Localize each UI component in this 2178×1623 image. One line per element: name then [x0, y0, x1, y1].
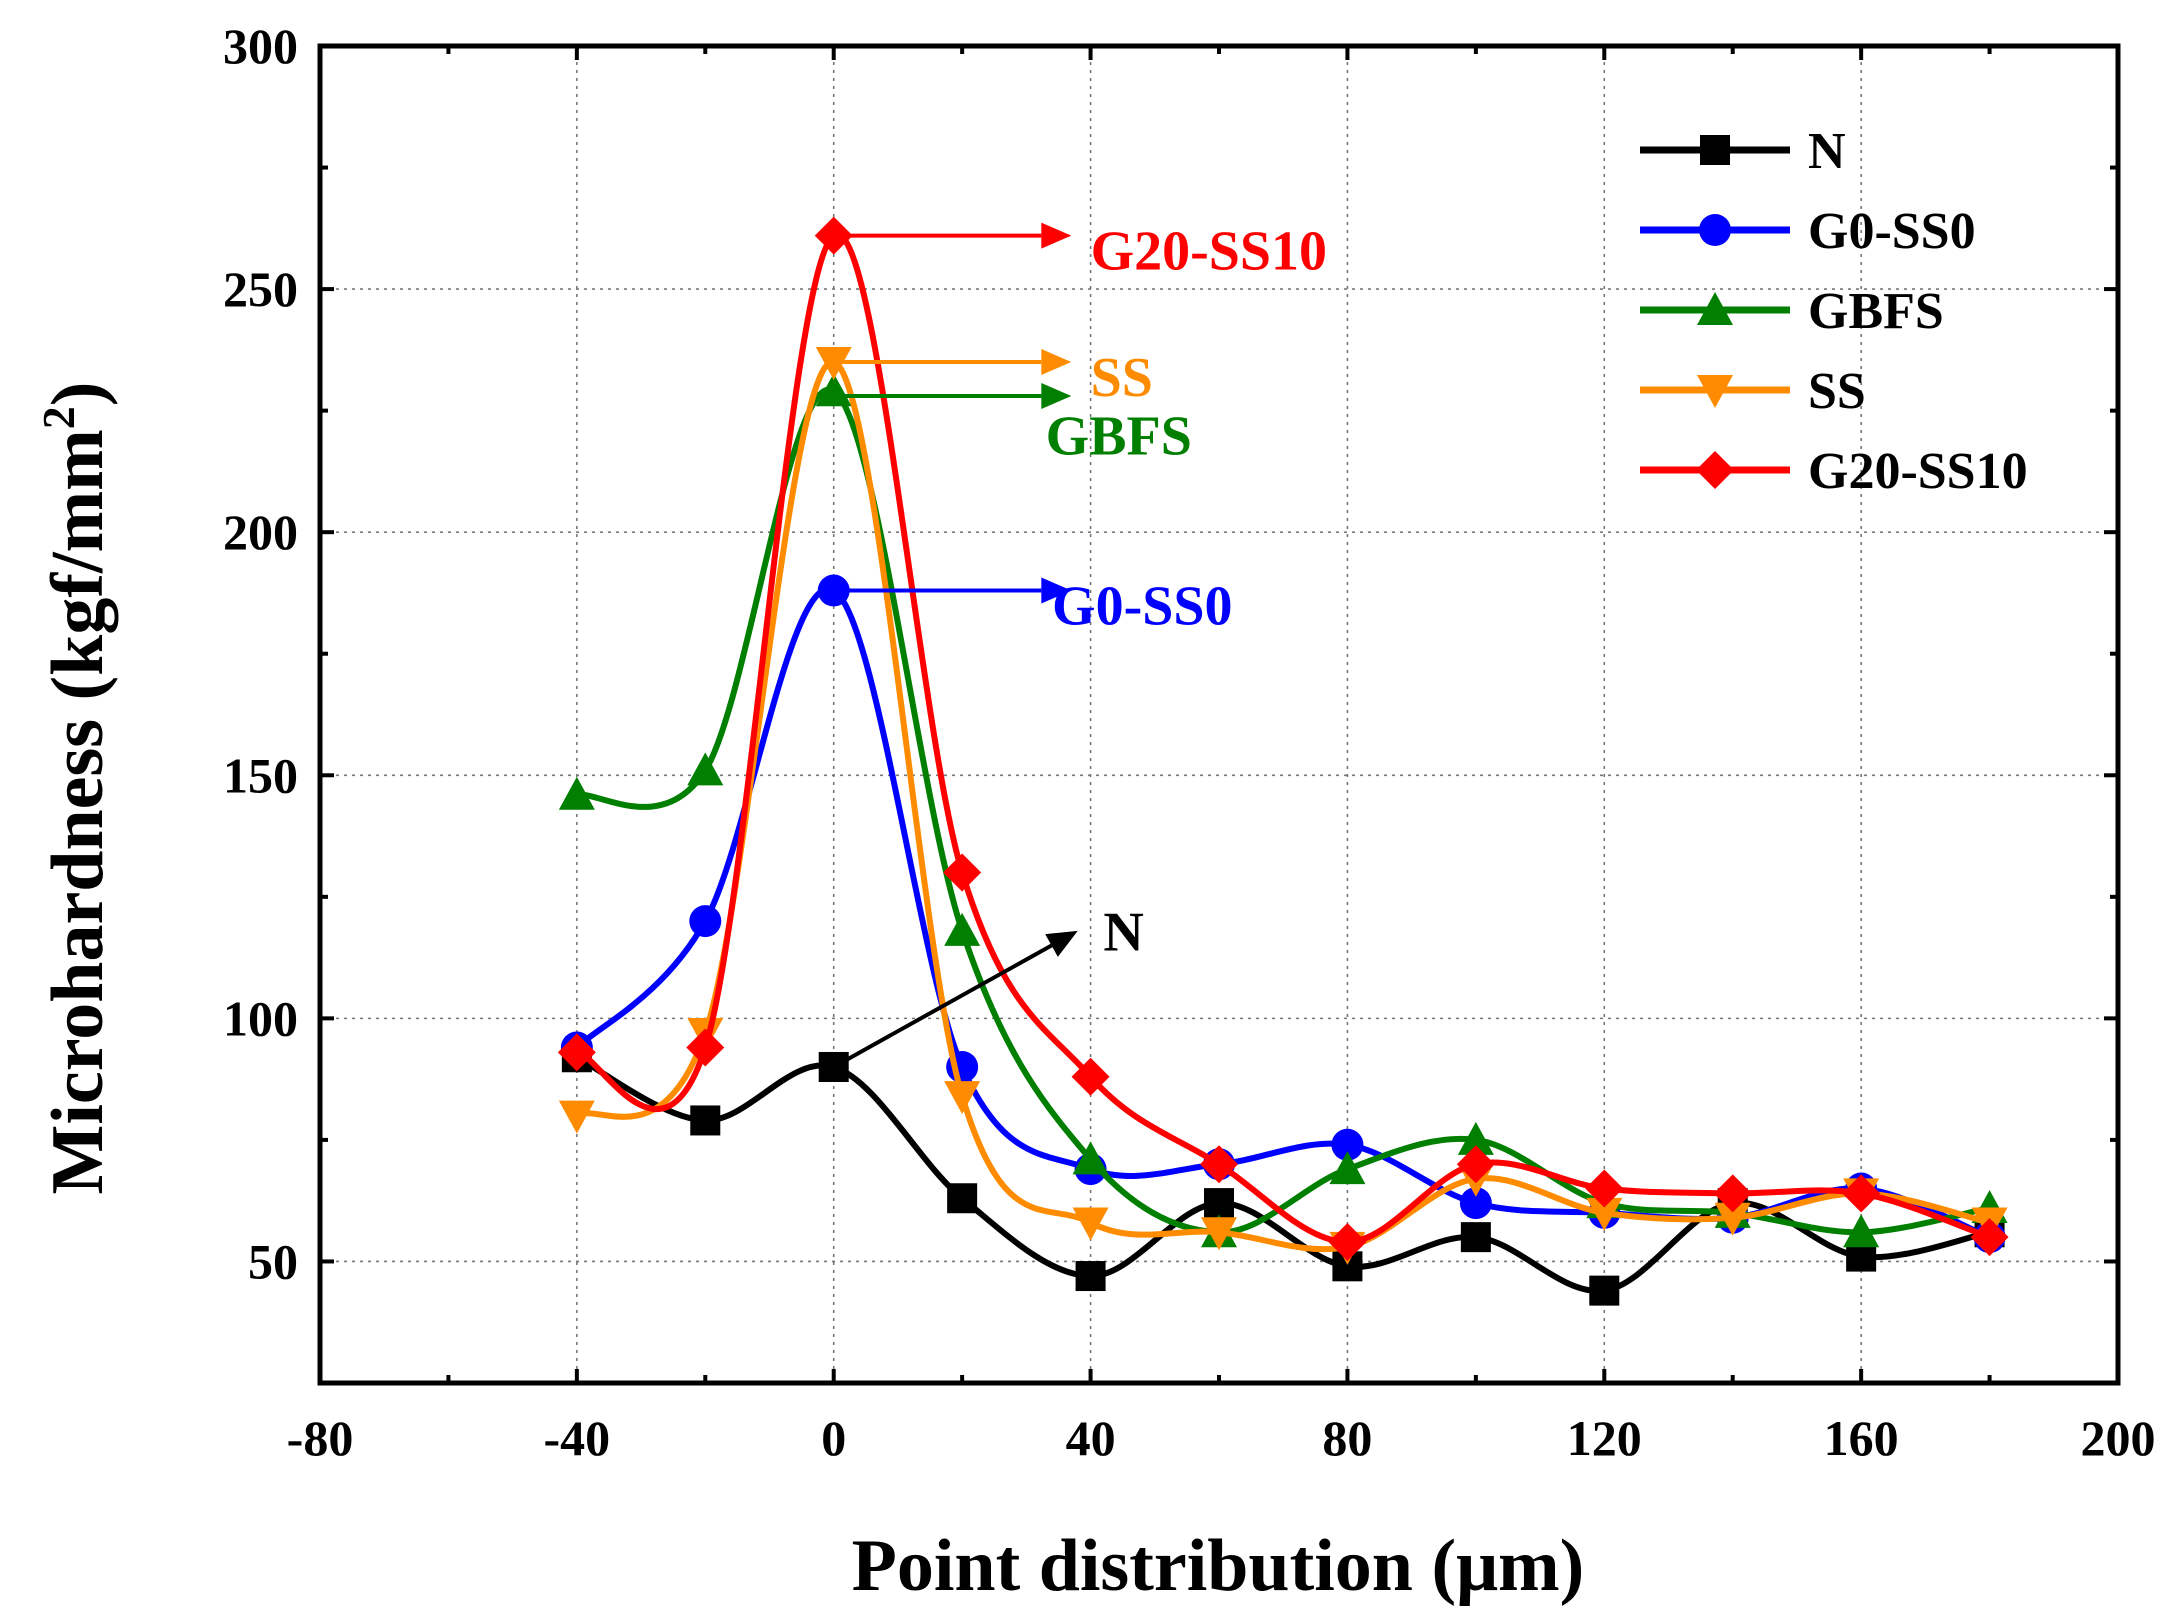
x-tick-label: -80: [287, 1410, 354, 1466]
annotation-arrow-line: [832, 943, 1053, 1069]
data-point: [1970, 1218, 2009, 1257]
data-point: [1457, 1121, 1494, 1155]
legend-item-n: N: [1640, 123, 1846, 180]
legend: N G0-SS0 GBFS SS G20-SS10: [1640, 123, 2028, 500]
data-point: [686, 1028, 725, 1067]
x-tick-label: 40: [1066, 1410, 1116, 1466]
data-point: [1331, 1128, 1364, 1161]
legend-swatch-marker: [1696, 451, 1734, 489]
annotation-arrowhead: [1041, 349, 1072, 376]
data-point: [1200, 1145, 1238, 1184]
axis-layer: -80 -40 0 40 80 120 160 200 50 100 150 200 250 300: [223, 18, 2156, 1466]
data-point: [1072, 1207, 1109, 1241]
legend-item-ss: SS: [1640, 363, 1866, 420]
data-point: [944, 1081, 981, 1115]
legend-label: GBFS: [1808, 283, 1944, 340]
data-point: [1589, 1275, 1620, 1306]
legend-label: SS: [1808, 363, 1866, 420]
y-tick-label: 300: [223, 18, 298, 74]
x-tick-label: 80: [1322, 1410, 1372, 1466]
legend-label: N: [1808, 123, 1846, 180]
annotation-label: G0-SS0: [1052, 576, 1233, 638]
x-axis-title: Point distribution (μm): [852, 1525, 1585, 1607]
legend-label: G20-SS10: [1808, 443, 2028, 500]
series-ss: [558, 347, 2008, 1265]
series-g20-ss10: [557, 216, 2009, 1262]
data-point: [1328, 1223, 1367, 1262]
data-point: [947, 1183, 978, 1214]
series-line-g20-ss10: [576, 231, 1991, 1246]
legend-swatch-marker: [1700, 135, 1730, 165]
annotation-label: G20-SS10: [1091, 221, 1328, 283]
annotation-n: N: [832, 901, 1144, 1069]
data-point: [1204, 1188, 1234, 1219]
data-point: [1586, 1197, 1623, 1231]
x-tick-label: 200: [2081, 1410, 2156, 1466]
y-tick-label: 150: [223, 747, 298, 803]
annotation-ss: SS: [833, 347, 1153, 409]
data-point: [943, 853, 982, 892]
x-tick-label: 120: [1567, 1410, 1642, 1466]
series-line-n: [575, 1054, 1991, 1294]
data-point: [558, 776, 595, 810]
series-g0-ss0: [560, 574, 2006, 1254]
annotation-gbfs: GBFS: [833, 383, 1192, 467]
data-point: [1460, 1222, 1491, 1253]
annotation-arrowhead: [1045, 930, 1078, 957]
legend-swatch-marker: [1699, 214, 1731, 246]
data-point: [1201, 1217, 1237, 1251]
x-tick-label: 160: [1824, 1410, 1899, 1466]
data-point: [558, 1100, 595, 1134]
series-n: [561, 1042, 2005, 1306]
x-tick-label: -40: [544, 1410, 611, 1466]
y-axis-title: Microhardness (kgf/mm2): [33, 382, 119, 1195]
series-line-ss: [575, 359, 1991, 1253]
annotation-label: N: [1103, 901, 1143, 963]
data-point: [1071, 1057, 1110, 1096]
legend-swatch-marker: [1697, 292, 1733, 325]
y-tick-label: 200: [223, 504, 298, 560]
legend-item-g0-ss0: G0-SS0: [1640, 203, 1976, 260]
data-point: [1329, 1151, 1366, 1185]
annotation-g20-ss10: G20-SS10: [833, 221, 1328, 283]
legend-item-gbfs: GBFS: [1640, 283, 1944, 340]
data-point: [1585, 1169, 1624, 1208]
data-point: [1072, 1141, 1109, 1175]
data-point: [1456, 1145, 1495, 1184]
data-point: [1713, 1174, 1752, 1213]
y-tick-label: 250: [223, 261, 298, 317]
data-point: [557, 1033, 596, 1072]
data-point: [690, 1105, 721, 1136]
annotation-arrowhead: [1041, 577, 1072, 604]
data-point: [1714, 1202, 1751, 1236]
annotation-label: SS: [1091, 347, 1153, 409]
data-point: [687, 752, 724, 786]
x-tick-label: 0: [821, 1410, 846, 1466]
series-layer: [557, 216, 2009, 1306]
y-tick-label: 100: [223, 990, 298, 1046]
data-point: [944, 912, 981, 946]
data-point: [1075, 1261, 1106, 1292]
legend-label: G0-SS0: [1808, 203, 1976, 260]
annotation-g0-ss0: G0-SS0: [833, 576, 1233, 638]
annotation-arrowhead: [1041, 383, 1072, 410]
data-point: [1843, 1214, 1880, 1248]
legend-item-g20-ss10: G20-SS10: [1640, 443, 2028, 500]
data-point: [1842, 1174, 1881, 1213]
data-point: [689, 905, 722, 938]
annotation-arrowhead: [1041, 222, 1072, 249]
series-gbfs: [558, 373, 2008, 1248]
series-line-g0-ss0: [574, 586, 1991, 1240]
legend-swatch-marker: [1697, 375, 1733, 408]
y-tick-label: 50: [248, 1233, 298, 1289]
data-point: [1459, 1187, 1492, 1220]
annotation-label: GBFS: [1046, 405, 1192, 467]
